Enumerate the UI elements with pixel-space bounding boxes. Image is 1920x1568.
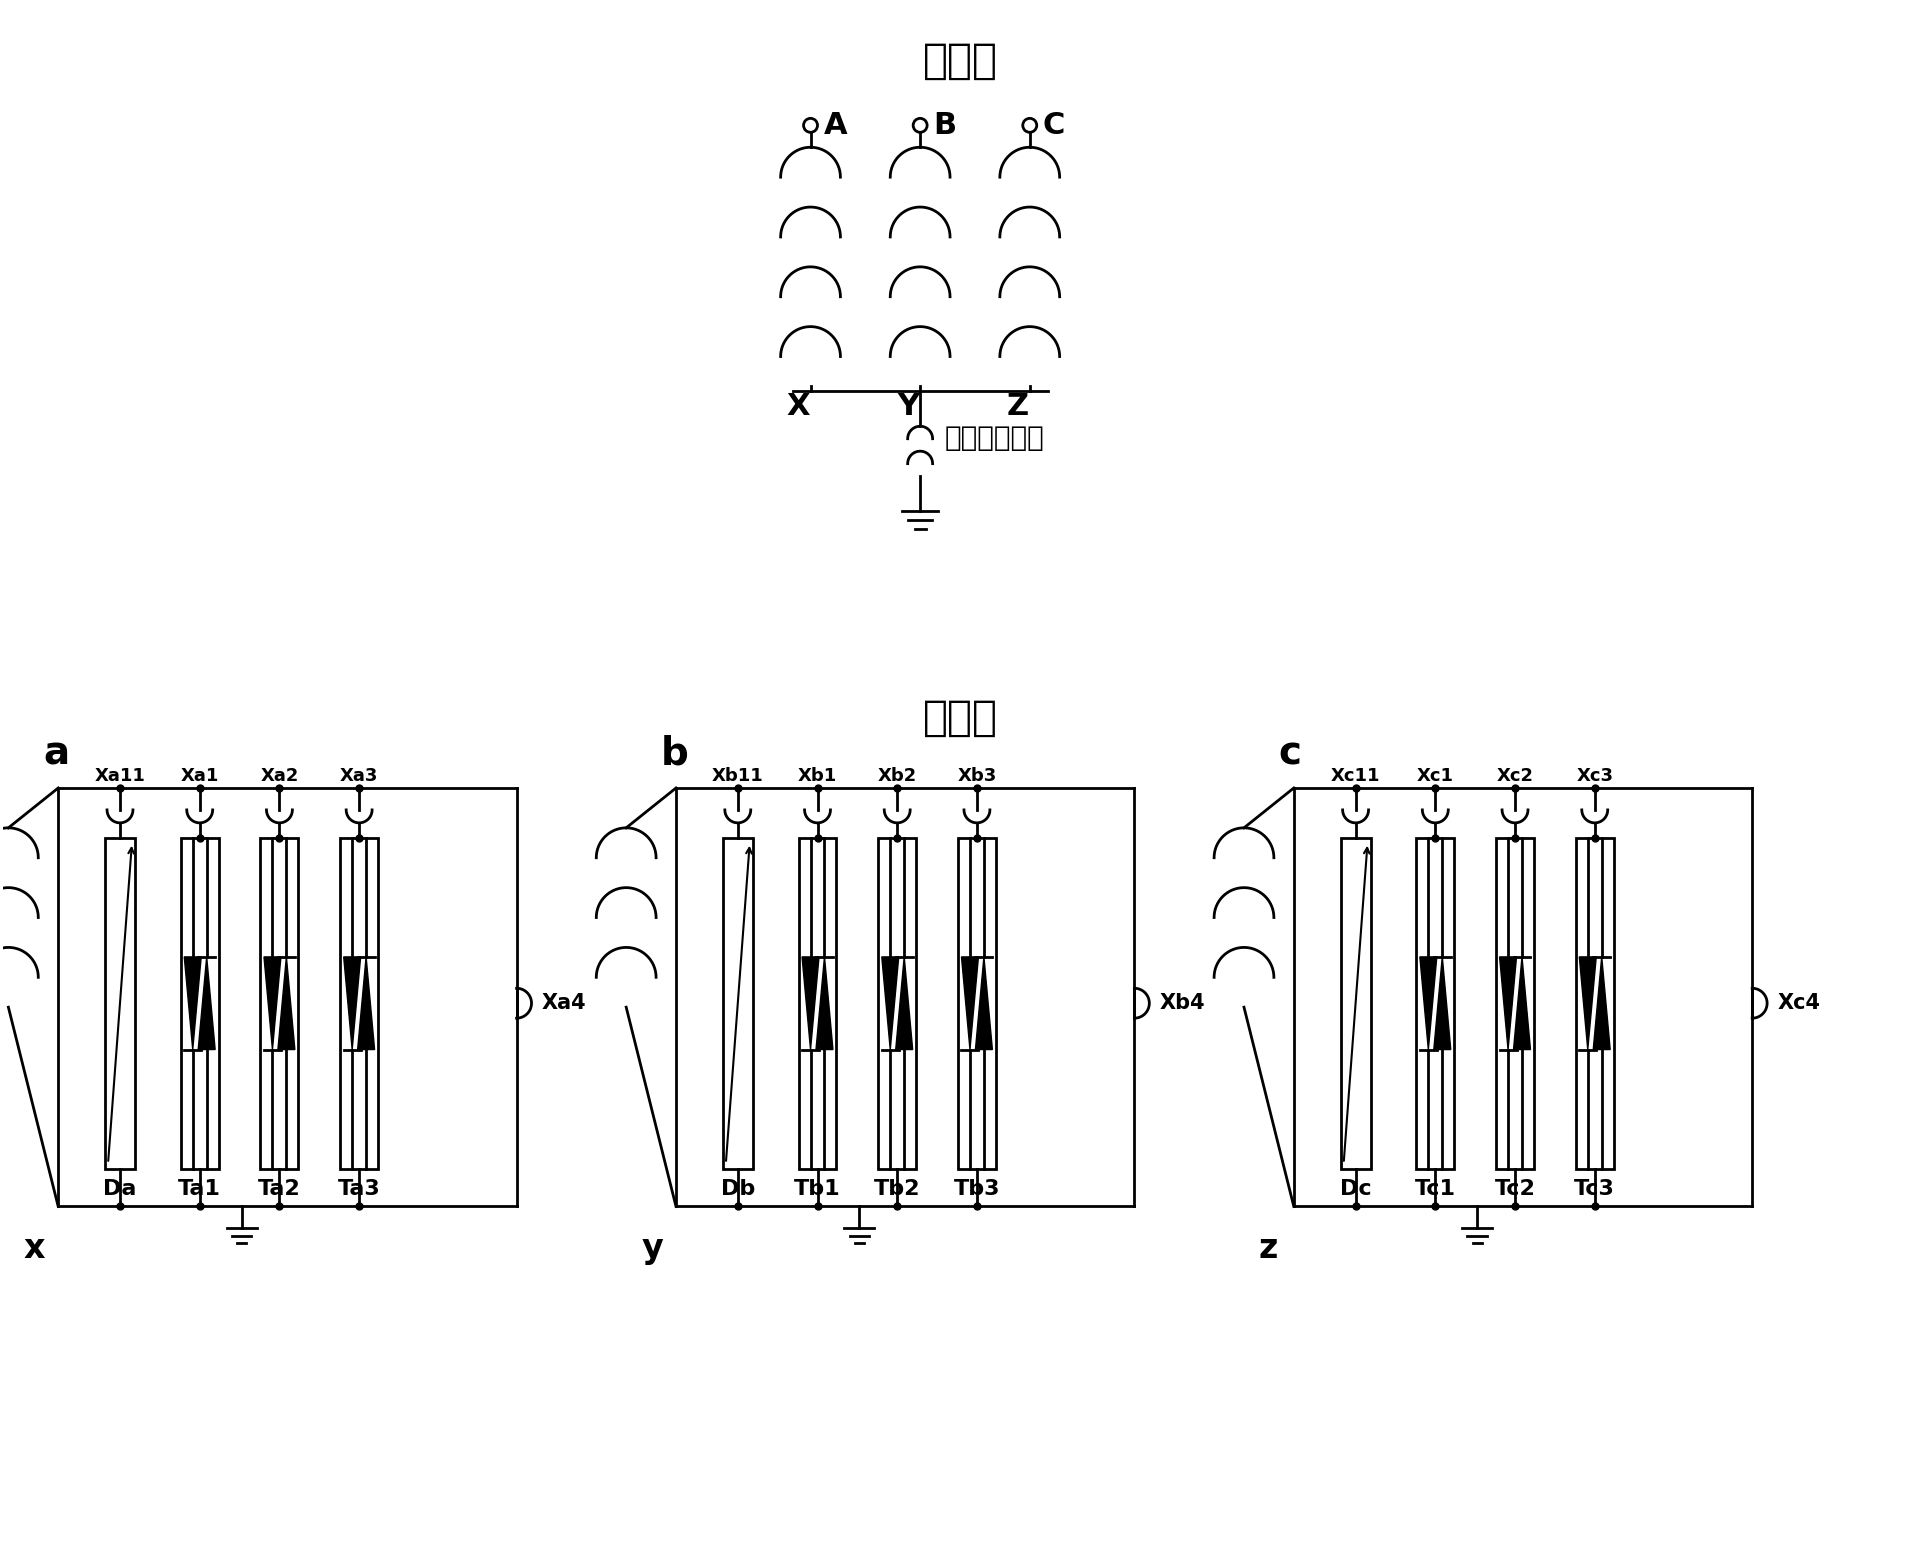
Text: X: X: [787, 392, 810, 420]
Text: Ta1: Ta1: [179, 1179, 221, 1198]
Polygon shape: [1580, 956, 1596, 1049]
Text: Dc: Dc: [1340, 1179, 1371, 1198]
Polygon shape: [803, 956, 820, 1049]
Text: Xc11: Xc11: [1331, 767, 1380, 786]
Polygon shape: [184, 956, 202, 1049]
Polygon shape: [816, 956, 833, 1049]
Bar: [1340, 837, 1371, 1168]
Text: Z: Z: [1006, 392, 1029, 420]
Polygon shape: [357, 956, 374, 1049]
Polygon shape: [198, 956, 215, 1049]
Bar: [106, 837, 134, 1168]
Bar: [877, 837, 916, 1168]
Text: Y: Y: [897, 392, 920, 420]
Text: Tc3: Tc3: [1574, 1179, 1615, 1198]
Polygon shape: [881, 956, 899, 1049]
Text: Xa3: Xa3: [340, 767, 378, 786]
Text: Ta2: Ta2: [257, 1179, 301, 1198]
Polygon shape: [344, 956, 361, 1049]
Polygon shape: [1434, 956, 1452, 1049]
Bar: [958, 837, 996, 1168]
Polygon shape: [1594, 956, 1611, 1049]
Text: c: c: [1279, 734, 1302, 771]
Text: a: a: [44, 734, 69, 771]
Bar: [1576, 837, 1613, 1168]
Text: B: B: [933, 111, 956, 140]
Text: Xc1: Xc1: [1417, 767, 1453, 786]
Text: Xb1: Xb1: [799, 767, 837, 786]
Text: Tb1: Tb1: [795, 1179, 841, 1198]
Text: Xc3: Xc3: [1576, 767, 1613, 786]
Text: Tc1: Tc1: [1415, 1179, 1455, 1198]
Polygon shape: [1421, 956, 1436, 1049]
Polygon shape: [962, 956, 979, 1049]
Text: z: z: [1260, 1232, 1279, 1265]
Text: Xc4: Xc4: [1778, 993, 1820, 1013]
Text: Xb2: Xb2: [877, 767, 918, 786]
Text: A: A: [824, 111, 847, 140]
Polygon shape: [278, 956, 296, 1049]
Text: Db: Db: [720, 1179, 755, 1198]
Text: 中性点电抗器: 中性点电抗器: [945, 425, 1044, 452]
Polygon shape: [1500, 956, 1517, 1049]
Bar: [1417, 837, 1453, 1168]
Text: Da: Da: [104, 1179, 136, 1198]
Text: Xb3: Xb3: [958, 767, 996, 786]
Bar: [799, 837, 837, 1168]
Text: 低压侧: 低压侧: [922, 698, 998, 739]
Text: Tb3: Tb3: [954, 1179, 1000, 1198]
Polygon shape: [897, 956, 912, 1049]
Text: 高压侧: 高压侧: [922, 39, 998, 82]
Polygon shape: [263, 956, 280, 1049]
Text: Ta3: Ta3: [338, 1179, 380, 1198]
Text: Xa2: Xa2: [261, 767, 300, 786]
Text: Tc2: Tc2: [1494, 1179, 1536, 1198]
Bar: [180, 837, 219, 1168]
Text: Xa1: Xa1: [180, 767, 219, 786]
Text: Tb2: Tb2: [874, 1179, 920, 1198]
Text: Xa11: Xa11: [94, 767, 146, 786]
Bar: [340, 837, 378, 1168]
Text: Xb4: Xb4: [1160, 993, 1206, 1013]
Bar: [1496, 837, 1534, 1168]
Text: Xc2: Xc2: [1496, 767, 1534, 786]
Text: x: x: [23, 1232, 44, 1265]
Polygon shape: [1513, 956, 1530, 1049]
Bar: [722, 837, 753, 1168]
Text: C: C: [1043, 111, 1066, 140]
Text: b: b: [660, 734, 689, 771]
Bar: [261, 837, 298, 1168]
Text: Xb11: Xb11: [712, 767, 764, 786]
Polygon shape: [975, 956, 993, 1049]
Text: y: y: [641, 1232, 662, 1265]
Text: Xa4: Xa4: [541, 993, 586, 1013]
